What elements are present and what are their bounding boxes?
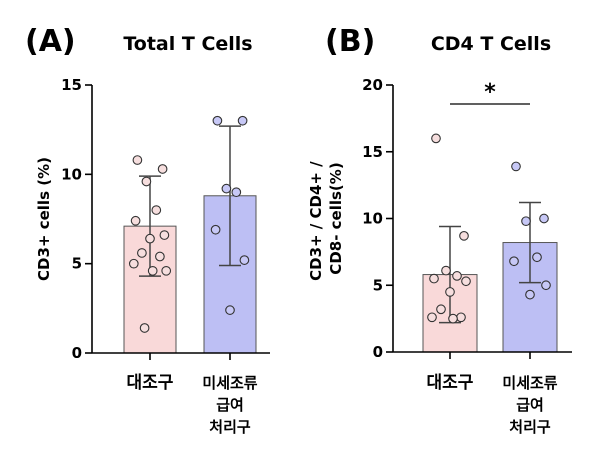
- panel-title: Total T Cells: [123, 33, 252, 55]
- data-point: [541, 280, 551, 291]
- panel-title: CD4 T Cells: [431, 33, 551, 55]
- data-point: [212, 115, 223, 126]
- x-tick-label: 급여: [216, 396, 244, 414]
- data-point: [225, 305, 235, 315]
- data-point: [237, 115, 248, 126]
- data-point: [532, 252, 542, 263]
- data-point: [448, 313, 458, 324]
- panel-label: (B): [325, 24, 375, 59]
- x-tick-label: 미세조류: [502, 374, 557, 392]
- data-point: [137, 248, 147, 258]
- data-point: [436, 304, 446, 315]
- data-point: [239, 255, 250, 265]
- y-tick-label: 20: [362, 76, 383, 94]
- data-point: [132, 155, 143, 165]
- data-point: [130, 215, 141, 226]
- data-point: [159, 230, 170, 240]
- y-tick-label: 0: [72, 344, 82, 362]
- y-tick-label: 5: [72, 255, 82, 273]
- data-point: [157, 164, 168, 174]
- data-point: [210, 224, 221, 235]
- data-point: [511, 161, 521, 172]
- y-axis-label: CD3+ cells (%): [35, 157, 53, 281]
- data-point: [151, 205, 162, 215]
- data-point: [445, 287, 455, 297]
- y-tick-label: 10: [61, 165, 82, 183]
- data-point: [221, 183, 232, 194]
- data-point: [459, 231, 469, 241]
- y-tick-label: 15: [362, 143, 383, 161]
- panel-label: (A): [25, 24, 76, 59]
- data-point: [521, 216, 531, 227]
- data-point: [141, 176, 152, 187]
- y-axis-label: CD3+ / CD4+ / CD8- cells(%): [307, 156, 345, 281]
- data-point: [128, 258, 139, 269]
- y-tick-label: 5: [373, 276, 383, 294]
- y-axis-label-line: CD3+ / CD4+ /: [307, 156, 325, 281]
- y-axis-label-line: CD8- cells(%): [327, 162, 345, 274]
- data-point: [461, 276, 471, 287]
- x-tick-label: 처리구: [509, 418, 551, 436]
- data-point: [429, 273, 439, 284]
- data-point: [161, 265, 172, 276]
- data-point: [441, 265, 451, 276]
- significance-marker: *: [484, 80, 496, 105]
- data-point: [525, 289, 535, 300]
- x-tick-label: 대조구: [127, 373, 174, 393]
- data-point: [431, 133, 441, 144]
- data-point: [427, 312, 437, 323]
- x-tick-label: 급여: [516, 396, 544, 414]
- data-point: [145, 233, 155, 244]
- data-point: [147, 265, 158, 276]
- data-point: [456, 312, 466, 323]
- data-point: [155, 251, 165, 262]
- data-point: [539, 213, 549, 224]
- y-tick-label: 10: [362, 210, 383, 228]
- data-point: [231, 187, 242, 198]
- panel-a: (A) Total T Cells CD3+ cells (%) 0 5 10 15 대조구 미…: [25, 24, 270, 436]
- x-tick-label: 대조구: [427, 373, 474, 393]
- x-tick-label: 미세조류: [202, 374, 257, 392]
- x-tick-label: 처리구: [209, 418, 251, 436]
- y-tick-label: 0: [373, 343, 383, 361]
- y-tick-label: 15: [61, 76, 82, 94]
- data-point: [509, 256, 519, 267]
- panel-b: (B) CD4 T Cells CD3+ / CD4+ / CD8- cells(%…: [307, 24, 572, 436]
- data-point: [452, 271, 462, 281]
- data-point: [139, 323, 150, 333]
